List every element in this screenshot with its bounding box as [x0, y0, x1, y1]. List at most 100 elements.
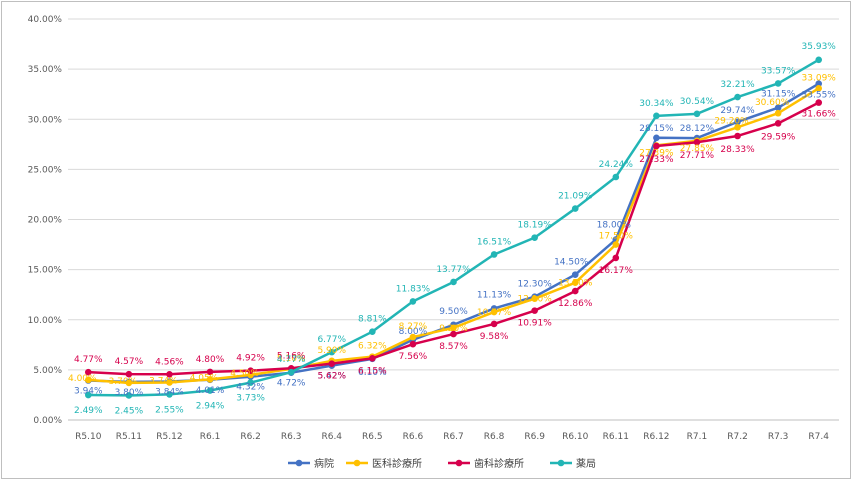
- data-label: 13.77%: [436, 265, 471, 275]
- data-point: [815, 84, 823, 92]
- legend-label: 歯科診療所: [474, 457, 524, 470]
- data-label: 11.83%: [396, 284, 431, 294]
- data-point: [693, 138, 701, 146]
- data-point: [247, 379, 254, 386]
- data-point: [571, 205, 579, 212]
- data-label: 5.10%: [277, 354, 306, 364]
- x-tick-label: R7.4: [808, 432, 829, 442]
- data-label: 16.17%: [599, 266, 634, 276]
- y-tick-label: 20.00%: [28, 216, 63, 226]
- data-label: 17.50%: [599, 232, 634, 242]
- data-point: [490, 251, 498, 258]
- x-axis: R5.10 R5.11 R5.12 R6.1 R6.2 R6.3 R6.4 R6.5 R6.6 R…: [75, 432, 829, 442]
- data-label: 18.00%: [597, 221, 632, 231]
- x-tick-label: R5.10: [75, 432, 102, 442]
- x-tick-label: R6.9: [524, 432, 545, 442]
- data-label: 31.66%: [802, 110, 837, 120]
- data-point: [774, 120, 782, 127]
- data-point: [84, 376, 92, 384]
- data-label: 29.59%: [761, 132, 796, 142]
- data-label: 3.73%: [236, 394, 265, 404]
- x-tick-label: R6.4: [321, 432, 342, 442]
- data-label: 4.77%: [74, 355, 103, 365]
- data-point: [734, 123, 741, 131]
- data-point: [774, 104, 782, 112]
- data-point: [774, 80, 782, 87]
- data-label: 12.86%: [558, 299, 593, 309]
- data-label: 9.50%: [439, 307, 468, 317]
- data-point: [612, 254, 620, 262]
- x-tick-label: R6.3: [281, 432, 302, 442]
- data-point: [653, 134, 660, 142]
- data-point: [531, 234, 538, 241]
- data-label: 2.94%: [196, 402, 225, 412]
- data-point: [734, 118, 741, 126]
- data-point: [369, 355, 376, 362]
- data-point: [693, 110, 701, 118]
- data-label: 5.90%: [317, 346, 346, 356]
- data-label: 8.57%: [439, 342, 468, 352]
- data-point: [612, 241, 620, 248]
- data-label: 8.27%: [399, 322, 428, 332]
- data-point: [653, 142, 660, 150]
- x-tick-label: R6.6: [403, 432, 424, 442]
- y-tick-label: 5.00%: [33, 366, 62, 376]
- series-group: [84, 56, 823, 399]
- x-tick-label: R7.3: [768, 432, 789, 442]
- data-label: 6.77%: [317, 335, 346, 345]
- x-tick-label: R6.7: [443, 432, 464, 442]
- data-label: 4.92%: [236, 354, 265, 364]
- data-point: [774, 109, 782, 117]
- data-point: [125, 370, 133, 378]
- data-point: [409, 340, 417, 348]
- data-label: 4.01%: [196, 386, 225, 396]
- data-label: 29.74%: [720, 106, 755, 116]
- y-axis: 0.00% 5.00% 10.00% 15.00% 20.00% 25.00% 30.00%…: [28, 15, 63, 426]
- data-label: 16.51%: [477, 237, 512, 247]
- data-label: 18.19%: [517, 221, 552, 231]
- data-label: 28.15%: [639, 124, 674, 134]
- data-label: 30.60%: [755, 98, 790, 108]
- data-label: 3.80%: [115, 388, 144, 398]
- data-label: 14.50%: [554, 258, 589, 268]
- data-label: 30.54%: [680, 97, 715, 107]
- data-label: 7.56%: [399, 352, 428, 362]
- data-label: 3.84%: [155, 388, 184, 398]
- data-point: [815, 56, 823, 64]
- data-label: 28.33%: [720, 145, 755, 155]
- data-point: [247, 367, 254, 374]
- data-label: 2.55%: [155, 405, 184, 415]
- x-tick-label: R6.10: [562, 432, 589, 442]
- data-point: [612, 173, 620, 181]
- data-point: [734, 93, 741, 101]
- data-label: 5.16%: [277, 351, 306, 361]
- data-point: [531, 307, 538, 314]
- data-point: [166, 370, 173, 378]
- data-point: [328, 360, 336, 367]
- legend-label: 薬局: [576, 458, 596, 470]
- data-label: 9.58%: [480, 332, 509, 342]
- data-label: 33.09%: [802, 73, 837, 83]
- data-label: 3.74%: [149, 377, 178, 387]
- x-tick-label: R6.8: [484, 432, 505, 442]
- data-point: [287, 368, 295, 376]
- data-label: 8.00%: [399, 327, 428, 337]
- data-point: [166, 379, 173, 386]
- data-label: 3.94%: [74, 387, 103, 397]
- y-tick-label: 35.00%: [28, 65, 63, 75]
- data-label: 27.39%: [639, 148, 674, 158]
- data-point: [125, 392, 133, 399]
- data-label: 35.93%: [802, 42, 837, 52]
- x-tick-label: R6.11: [603, 432, 629, 442]
- y-tick-label: 40.00%: [28, 15, 63, 25]
- data-point: [206, 387, 214, 394]
- data-label: 10.91%: [517, 319, 552, 329]
- data-point: [206, 368, 214, 376]
- data-label: 4.80%: [196, 355, 225, 365]
- y-tick-label: 30.00%: [28, 115, 63, 125]
- data-point: [815, 99, 823, 106]
- gridlines: [68, 18, 839, 421]
- data-point: [409, 333, 417, 341]
- data-point: [531, 295, 538, 302]
